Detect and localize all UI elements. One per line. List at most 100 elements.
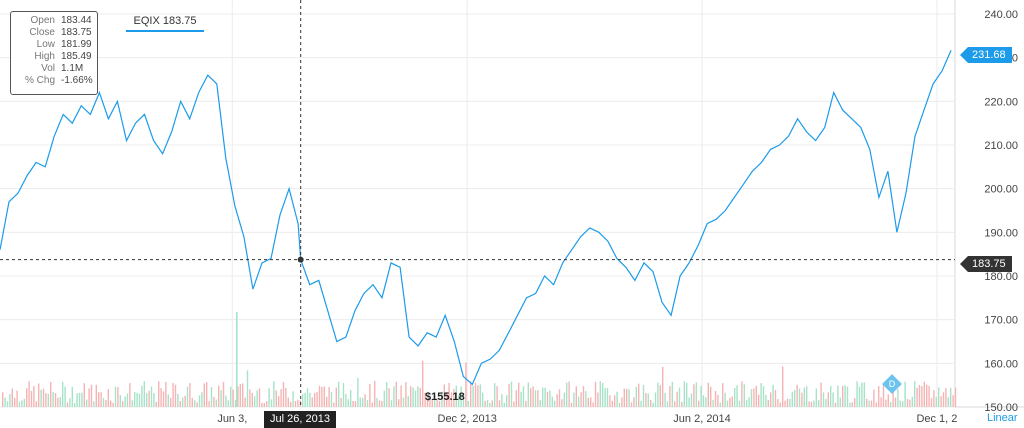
volume-bar bbox=[189, 383, 191, 407]
volume-bar bbox=[899, 400, 901, 407]
volume-bar bbox=[717, 394, 719, 407]
volume-bar bbox=[558, 389, 561, 407]
volume-bar bbox=[335, 387, 337, 407]
volume-bar bbox=[546, 391, 549, 407]
volume-bar bbox=[177, 393, 179, 407]
scale-mode-toggle[interactable]: Linear bbox=[987, 412, 1018, 424]
volume-bar bbox=[916, 387, 918, 407]
volume-bar bbox=[174, 384, 177, 407]
volume-bar bbox=[42, 388, 45, 407]
volume-bar bbox=[642, 384, 645, 407]
volume-bar bbox=[410, 386, 412, 407]
volume-bar bbox=[748, 397, 750, 407]
volume-bar bbox=[791, 391, 793, 407]
ohlc-label: % Chg bbox=[24, 75, 55, 86]
volume-bar bbox=[158, 381, 160, 407]
volume-bar bbox=[412, 387, 414, 407]
x-tick-label: Dec 1, 2 bbox=[916, 413, 957, 425]
volume-bar bbox=[225, 395, 227, 407]
volume-bar bbox=[30, 390, 33, 407]
ohlc-row-vol: Vol 1.1M bbox=[15, 63, 93, 75]
volume-bar bbox=[842, 385, 844, 407]
y-axis: 150.00 160.00 170.00 180.00 190.00 200.00 210.… bbox=[984, 9, 1018, 414]
volume-bar bbox=[522, 386, 525, 407]
volume-bar bbox=[484, 400, 486, 407]
volume-bar bbox=[93, 401, 95, 407]
x-tick-label: Jun 2, 2014 bbox=[673, 413, 731, 425]
volume-bar bbox=[426, 399, 429, 407]
volume-bar bbox=[640, 400, 642, 407]
volume-bar bbox=[738, 400, 741, 407]
volume-bar bbox=[290, 401, 292, 407]
volume-bar bbox=[191, 398, 193, 407]
low-annotation: $155.18 bbox=[425, 391, 465, 403]
volume-bar bbox=[256, 390, 258, 407]
volume-bar bbox=[686, 383, 688, 407]
volume-bar bbox=[438, 400, 441, 407]
volume-bar bbox=[496, 386, 498, 407]
volume-bar bbox=[287, 397, 289, 407]
volume-bar bbox=[278, 396, 280, 407]
volume-bar bbox=[74, 402, 76, 407]
volume-bar bbox=[597, 392, 599, 407]
volume-bar bbox=[162, 391, 165, 407]
volume-bar bbox=[474, 382, 477, 407]
volume-bar bbox=[215, 399, 217, 407]
volume-bar bbox=[707, 382, 709, 407]
series-legend[interactable]: EQIX 183.75 bbox=[126, 12, 204, 32]
volume-bar bbox=[921, 386, 923, 407]
volume-bar bbox=[827, 392, 829, 407]
volume-bar bbox=[719, 402, 721, 407]
volume-bar bbox=[765, 394, 767, 407]
volume-bar bbox=[378, 400, 381, 407]
volume-bar bbox=[318, 385, 321, 407]
volume-bar bbox=[467, 400, 469, 407]
volume-bar bbox=[330, 392, 333, 407]
volume-bar bbox=[124, 396, 126, 407]
volume-bar bbox=[270, 399, 273, 407]
volume-bar bbox=[650, 399, 652, 407]
volume-bar bbox=[779, 402, 781, 407]
ohlc-value: 181.99 bbox=[61, 39, 92, 50]
volume-bar bbox=[50, 381, 52, 407]
volume-bar bbox=[722, 383, 724, 407]
ohlc-row-open: Open 183.44 bbox=[15, 15, 93, 27]
volume-bar bbox=[782, 366, 784, 407]
volume-bar bbox=[38, 383, 40, 407]
ohlc-row-pct-change: % Chg -1.66% bbox=[15, 75, 93, 87]
volume-bar bbox=[774, 390, 777, 407]
volume-bar bbox=[844, 385, 846, 407]
volume-bar bbox=[587, 397, 589, 407]
volume-bar bbox=[762, 386, 765, 407]
volume-bar bbox=[851, 402, 853, 407]
ohlc-row-low: Low 181.99 bbox=[15, 39, 93, 51]
volume-bar bbox=[350, 390, 352, 407]
volume-bar bbox=[465, 362, 467, 407]
y-tick-label: 190.00 bbox=[984, 227, 1018, 239]
volume-bar bbox=[422, 360, 424, 407]
volume-bar bbox=[273, 381, 275, 407]
volume-bar bbox=[498, 400, 501, 407]
volume-bar bbox=[261, 402, 263, 407]
volume-bar bbox=[683, 381, 685, 407]
volume-bar bbox=[309, 392, 311, 407]
volume-bar bbox=[352, 400, 354, 407]
volume-bar bbox=[294, 401, 297, 407]
volume-bar bbox=[786, 398, 789, 407]
volume-bar bbox=[102, 397, 105, 407]
x-axis: Jun 3, Dec 2, 2013 Jun 2, 2014 Dec 1, 2 bbox=[217, 413, 957, 425]
volume-bar bbox=[153, 393, 155, 407]
volume-bar bbox=[810, 401, 813, 407]
volume-bar bbox=[280, 389, 282, 407]
volume-bar bbox=[62, 381, 64, 407]
volume-bar bbox=[731, 396, 733, 407]
volume-bar bbox=[477, 385, 479, 407]
last-price-tag: 231.68 bbox=[960, 47, 1012, 63]
ohlc-label: Low bbox=[36, 39, 55, 50]
volume-bar bbox=[340, 397, 342, 407]
volume-bar bbox=[359, 397, 361, 407]
volume-bar bbox=[518, 382, 520, 407]
volume-bar bbox=[143, 381, 145, 407]
dividend-event-icon[interactable]: D bbox=[882, 374, 902, 394]
